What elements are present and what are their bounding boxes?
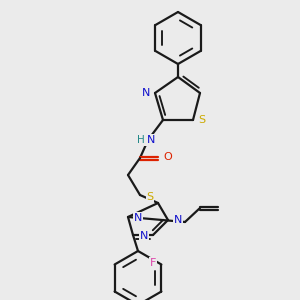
Text: F: F	[150, 257, 157, 268]
Text: S: S	[198, 115, 206, 125]
Text: H: H	[137, 135, 145, 145]
Text: S: S	[146, 192, 154, 202]
Text: N: N	[142, 88, 150, 98]
Text: O: O	[164, 152, 172, 162]
Text: N: N	[140, 231, 148, 241]
Text: N: N	[147, 135, 155, 145]
Text: N: N	[134, 213, 142, 223]
Text: N: N	[174, 215, 182, 225]
